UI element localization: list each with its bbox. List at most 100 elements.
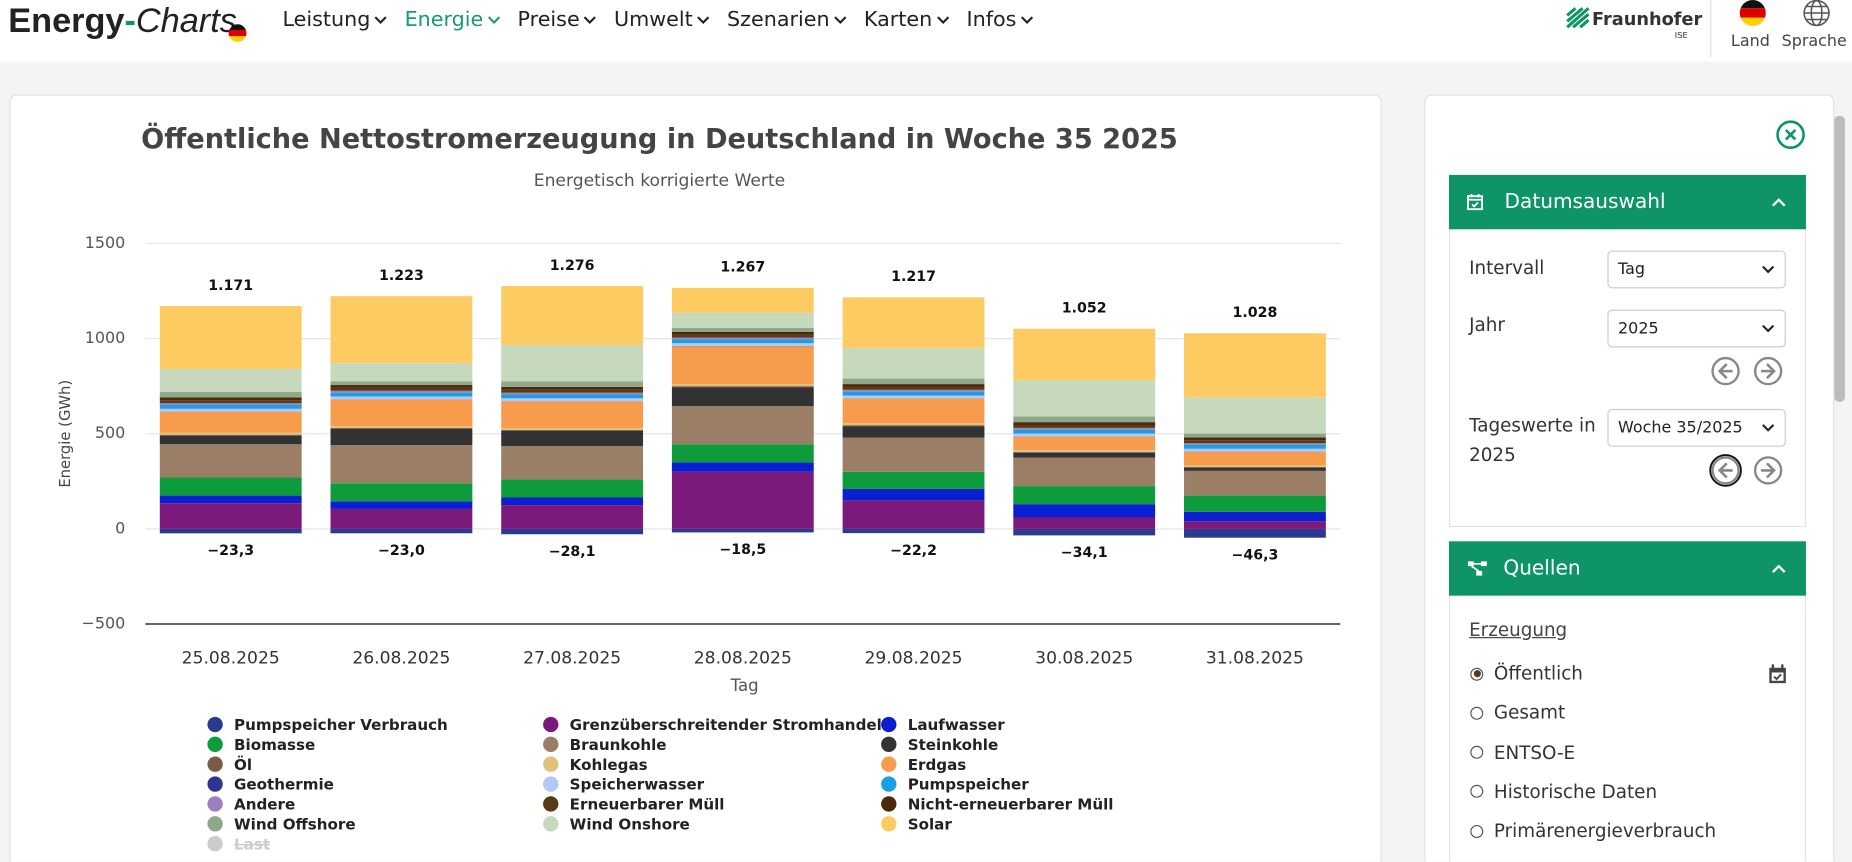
radio-option[interactable]: ENTSO-E [1470,742,1575,763]
nav-item[interactable]: Preise [518,8,598,32]
chevron-icon [584,16,597,24]
select[interactable]: Tag [1607,250,1786,289]
bar-segment [671,339,814,344]
section-title: Erzeugung [1469,619,1568,641]
action-label[interactable]: Land [1730,31,1770,51]
logo-dash: - [124,2,136,41]
arrow-icon [1709,454,1742,487]
radio-option[interactable]: Primärenergieverbrauch [1470,820,1716,842]
legend-swatch [207,776,223,792]
arrow-button[interactable] [1752,355,1785,393]
bar-segment [1184,433,1326,438]
nav-label: Karten [863,8,933,32]
bar-segment [671,384,814,387]
bar-segment [159,444,302,478]
legend-label: Last [234,835,270,853]
total-label: 1.052 [1062,301,1107,317]
negative-total-label: −23,0 [378,543,425,559]
legend-label: Geothermie [234,776,334,794]
x-tick-label: 27.08.2025 [523,648,621,668]
option-label: ENTSO-E [1493,741,1576,764]
select[interactable]: Woche 35/2025 [1607,408,1786,447]
total-label: 1.267 [720,260,765,276]
bar-segment [671,327,814,332]
bar-segment [1184,333,1326,398]
bar-segment [330,501,473,509]
bar-segment [159,435,302,445]
bar-segment [1184,448,1326,452]
brand-sub: ISE [1674,30,1688,41]
bar-segment [159,391,302,398]
total-label: 1.217 [891,269,936,285]
bar-segment [1184,528,1326,538]
bar-segment [671,386,814,388]
bar-segment [842,500,985,529]
bar-segment [330,429,473,446]
select[interactable]: 2025 [1607,309,1786,348]
calendar-icon[interactable] [1768,664,1787,684]
bar-segment [159,306,302,369]
bar-segment [501,286,644,346]
legend-swatch [207,816,223,832]
bar-segment [1013,425,1156,428]
bar-segment [671,406,814,445]
bar-segment [501,389,644,393]
bar-segment [330,381,473,386]
radio-option[interactable]: Gesamt [1470,702,1565,724]
nav: Leistung Energie Preise Umwelt Szenarien Kart… [282,8,1034,32]
bar-segment [1013,504,1156,518]
arrow-button[interactable] [1752,454,1785,492]
action-label[interactable]: Sprache [1781,31,1847,51]
bar-segment [842,423,985,426]
bar-segment [501,398,644,402]
bar-segment [330,483,473,502]
radio-option[interactable]: Historische Daten [1470,781,1657,802]
x-axis-label: Tag [730,676,759,695]
legend-label: Biomasse [234,736,315,754]
bar-segment [330,390,473,393]
bar-segment [330,396,473,400]
bar-segment [671,462,814,472]
legend-label: Erdgas [908,756,967,774]
bar-segment [1013,486,1156,505]
arrow-button[interactable] [1709,355,1742,393]
scrollbar[interactable] [1834,115,1845,402]
y-axis-label: Energie (GWh) [57,380,74,488]
legend-swatch [207,736,223,753]
nav-item[interactable]: Szenarien [727,8,847,32]
bar-segment [501,381,644,387]
nav-item[interactable]: Energie [405,8,501,32]
nav-label: Leistung [282,8,371,32]
brand[interactable]: Fraunhofer [1592,8,1703,30]
close-button[interactable] [1775,119,1806,150]
date-panel-header[interactable]: Datumsauswahl [1449,174,1806,230]
nav-item[interactable]: Infos [966,8,1034,32]
nav-item[interactable]: Umwelt [614,8,711,32]
legend-swatch [881,776,897,792]
bar-segment [1013,422,1156,426]
radio-option[interactable]: Öffentlich [1470,663,1583,684]
logo[interactable]: Energy-Charts [8,2,237,41]
legend-swatch [207,756,223,772]
bar-segment [159,477,302,496]
negative-total-label: −34,1 [1061,545,1108,561]
land-icon[interactable] [1739,0,1767,27]
nav-item[interactable]: Karten [864,8,950,32]
bar-segment [501,394,644,399]
collapse-icon [1772,564,1786,573]
bar-segment [1013,451,1156,453]
bar-segment [159,503,302,529]
calendar-icon [1466,193,1484,211]
legend-swatch [881,796,897,812]
sources-panel-header[interactable]: Quellen [1449,541,1806,596]
bar-segment [1184,397,1326,434]
arrow-button[interactable] [1709,454,1742,492]
nav-item[interactable]: Leistung [282,8,388,32]
bar-segment [842,425,985,427]
bar-segment [330,508,473,529]
bar-segment [1184,437,1326,441]
legend-label: Wind Offshore [234,815,356,833]
language-icon[interactable] [1802,0,1830,27]
bar-segment [501,497,644,506]
bar-segment [842,297,985,348]
